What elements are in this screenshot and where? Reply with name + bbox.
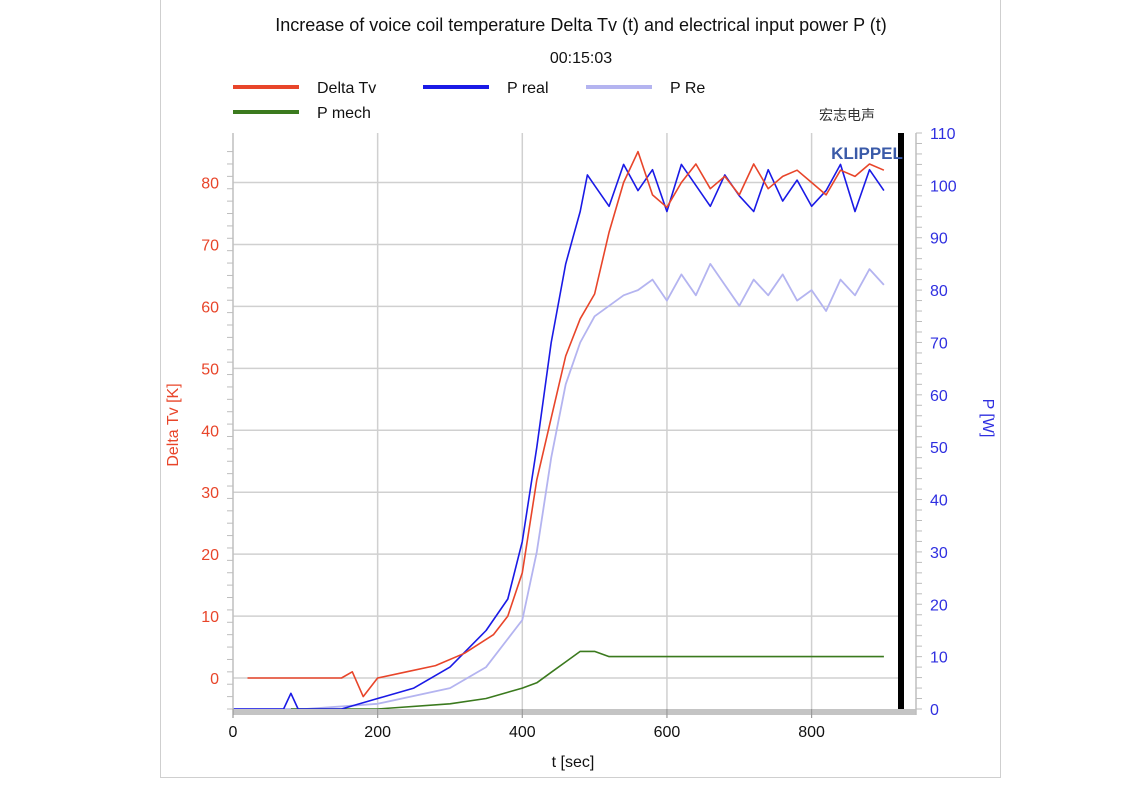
y-right-tick-label: 110 [930,126,956,143]
y-right-tick-label: 100 [930,178,957,195]
y-left-tick-label: 80 [201,176,219,193]
y-axis-left-label: Delta Tv [K] [165,383,182,466]
y-right-tick-label: 30 [930,545,948,562]
series-line-p-real [233,163,885,710]
y-right-tick-label: 50 [930,440,948,457]
y-left-tick-label: 50 [201,361,219,378]
y-right-tick-label: 40 [930,493,948,510]
y-axis-right-label: P [W] [979,399,996,438]
y-right-tick-label: 10 [930,650,948,667]
grid [233,133,902,709]
series-line-p-re [233,262,885,710]
axes: 0 200 400 600 800010203040506070800102030405… [201,126,957,741]
x-tick-label: 600 [654,724,681,741]
y-right-tick-label: 20 [930,597,948,614]
legend-label: P Re [670,80,705,97]
legend-label: Delta Tv [317,80,376,97]
chart-svg: Increase of voice coil temperature Delta… [165,15,996,771]
end-marker-bar [898,133,904,709]
x-tick-label: 800 [798,724,825,741]
series-line-delta-tv [247,150,885,698]
y-left-tick-label: 30 [201,485,219,502]
plot-area [233,133,902,709]
chart-frame: Increase of voice coil temperature Delta… [160,0,1001,778]
y-right-tick-label: 80 [930,283,948,300]
y-left-tick-label: 60 [201,299,219,316]
y-right-tick-label: 70 [930,335,948,352]
legend-label: P mech [317,105,371,122]
chart-title: Increase of voice coil temperature Delta… [275,15,887,35]
y-left-tick-label: 70 [201,237,219,254]
x-tick-label: 400 [509,724,536,741]
x-axis-label: t [sec] [552,754,595,771]
y-right-tick-label: 90 [930,231,948,248]
y-left-tick-label: 20 [201,547,219,564]
series-layer [233,150,885,710]
y-right-tick-label: 60 [930,388,948,405]
legend-label: P real [507,80,549,97]
klippel-logo: KLIPPEL [831,144,903,163]
chart-subtitle: 00:15:03 [550,50,612,67]
y-left-tick-label: 0 [210,671,219,688]
series-line-p-mech [290,650,884,710]
watermark: 宏志电声 [819,107,875,123]
plot-background [233,133,902,709]
y-left-tick-label: 40 [201,423,219,440]
x-tick-label: 0 [229,724,238,741]
x-axis-bar [233,709,916,715]
y-right-tick-label: 0 [930,702,939,719]
legend: Delta Tv P real P Re P mech [233,80,705,122]
y-left-tick-label: 10 [201,609,219,626]
x-tick-label: 200 [364,724,391,741]
